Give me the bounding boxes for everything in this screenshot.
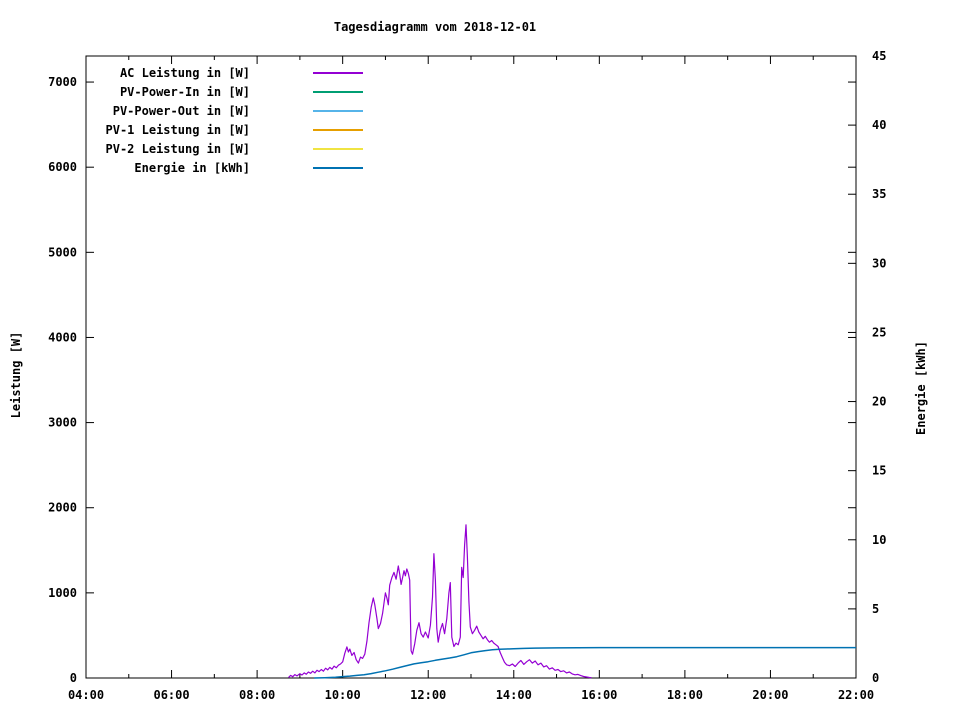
y2-tick-label: 15 bbox=[872, 464, 886, 478]
x-tick-label: 12:00 bbox=[410, 688, 446, 702]
legend-item-label: AC Leistung in [W] bbox=[119, 65, 250, 80]
legend-item: PV-Power-Out in [W] bbox=[80, 101, 363, 120]
energie-line bbox=[314, 646, 856, 679]
legend-color-line bbox=[313, 109, 363, 112]
x-tick-label: 08:00 bbox=[239, 688, 275, 702]
y2-tick-label: 35 bbox=[872, 187, 886, 201]
legend-color-line bbox=[313, 147, 363, 150]
legend-color-line bbox=[313, 128, 363, 131]
legend-item: PV-Power-In in [W] bbox=[80, 82, 363, 101]
y1-tick-label: 1000 bbox=[48, 586, 77, 600]
y2-tick-label: 20 bbox=[872, 395, 886, 409]
y1-tick-label: 3000 bbox=[48, 416, 77, 430]
y2-tick-label: 45 bbox=[872, 49, 886, 63]
y2-tick-label: 0 bbox=[872, 671, 879, 685]
x-tick-label: 04:00 bbox=[68, 688, 104, 702]
legend-item-label: PV-2 Leistung in [W] bbox=[105, 141, 251, 156]
legend-color-line bbox=[313, 90, 363, 93]
y1-tick-label: 5000 bbox=[48, 245, 77, 259]
x-tick-label: 14:00 bbox=[496, 688, 532, 702]
y1-tick-label: 6000 bbox=[48, 160, 77, 174]
ac-leistung-line bbox=[288, 524, 592, 679]
y1-tick-label: 0 bbox=[70, 671, 77, 685]
legend-item-label: PV-Power-In in [W] bbox=[119, 84, 250, 99]
y2-tick-label: 25 bbox=[872, 325, 886, 339]
legend-item-label: PV-Power-Out in [W] bbox=[112, 103, 250, 118]
x-tick-label: 16:00 bbox=[581, 688, 617, 702]
chart-title: Tagesdiagramm vom 2018-12-01 bbox=[333, 20, 537, 34]
y1-tick-label: 4000 bbox=[48, 330, 77, 344]
x-tick-label: 10:00 bbox=[325, 688, 361, 702]
legend-item: AC Leistung in [W] bbox=[80, 63, 363, 82]
y2-tick-label: 40 bbox=[872, 118, 886, 132]
y2-tick-label: 30 bbox=[872, 256, 886, 270]
legend-item-label: Energie in [kWh] bbox=[134, 160, 250, 175]
legend-item-label: PV-1 Leistung in [W] bbox=[105, 122, 251, 137]
legend-color-line bbox=[313, 166, 363, 169]
y1-tick-label: 7000 bbox=[48, 75, 77, 89]
x-tick-label: 18:00 bbox=[667, 688, 703, 702]
y2-tick-label: 10 bbox=[872, 533, 886, 547]
legend-color-line bbox=[313, 71, 363, 74]
legend-item: PV-2 Leistung in [W] bbox=[80, 139, 363, 158]
legend-item: PV-1 Leistung in [W] bbox=[80, 120, 363, 139]
x-tick-label: 20:00 bbox=[752, 688, 788, 702]
y2-tick-label: 5 bbox=[872, 602, 879, 616]
legend: AC Leistung in [W] PV-Power-In in [W] PV-P… bbox=[80, 63, 363, 177]
plot-border bbox=[85, 55, 857, 679]
legend-item: Energie in [kWh] bbox=[80, 158, 363, 177]
y1-tick-label: 2000 bbox=[48, 501, 77, 515]
x-tick-label: 06:00 bbox=[153, 688, 189, 702]
x-tick-label: 22:00 bbox=[838, 688, 874, 702]
